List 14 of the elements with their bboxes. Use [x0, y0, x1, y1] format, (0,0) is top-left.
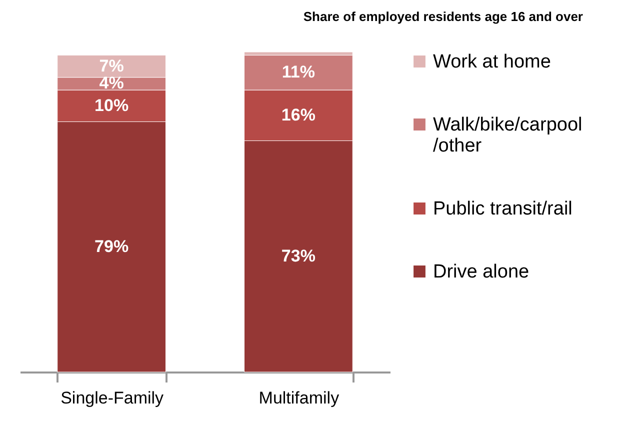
data-label: 16%: [281, 105, 316, 124]
data-label: 11%: [282, 62, 315, 82]
legend-label: Work at home: [433, 52, 551, 72]
data-label: 4%: [99, 74, 124, 93]
legend-label: Public transit/rail: [433, 198, 572, 220]
data-label: 7%: [99, 56, 124, 76]
x-tick-label: Multifamily: [258, 388, 340, 408]
text: Share of employed residents age 16 and over: [303, 8, 583, 24]
data-label: 10%: [94, 96, 129, 115]
data-label: 79%: [94, 236, 129, 256]
data-label: 73%: [281, 246, 316, 266]
legend-label: Walk/bike/carpool/other: [433, 114, 582, 156]
legend-label: Drive alone: [433, 262, 530, 282]
x-tick-label: Single-Family: [60, 388, 164, 408]
